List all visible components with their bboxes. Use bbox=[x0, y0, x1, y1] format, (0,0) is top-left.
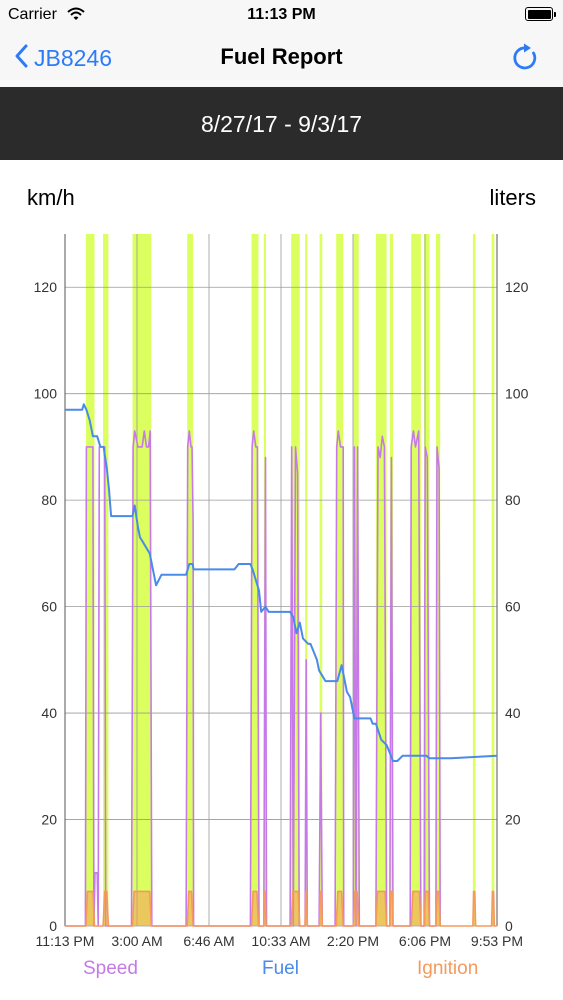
x-tick-label-4: 2:20 PM bbox=[327, 933, 379, 949]
back-label: JB8246 bbox=[34, 44, 113, 71]
tick-label-left-40: 40 bbox=[41, 705, 57, 721]
page-title: Fuel Report bbox=[220, 44, 343, 69]
tick-label-right-100: 100 bbox=[505, 386, 529, 402]
wifi-icon bbox=[66, 6, 86, 27]
tick-label-right-60: 60 bbox=[505, 599, 521, 615]
x-tick-label-3: 10:33 AM bbox=[251, 933, 310, 949]
date-range-label: 8/27/17 - 9/3/17 bbox=[200, 111, 363, 137]
fuel-chart: 0 0 20 20 40 40 60 60 80 80 100 100 120 120 11:13 PM 3:… bbox=[34, 234, 529, 949]
x-tick-label-0: 11:13 PM bbox=[36, 933, 95, 949]
tick-label-right-80: 80 bbox=[505, 492, 521, 508]
x-tick-label-6: 9:53 PM bbox=[471, 933, 523, 949]
x-tick-label-5: 6:06 PM bbox=[399, 933, 451, 949]
navigation-bar: JB8246 Fuel Report bbox=[0, 30, 563, 87]
ignition-band-15 bbox=[435, 234, 441, 926]
series-line-ignition bbox=[65, 890, 497, 927]
refresh-icon bbox=[509, 43, 541, 78]
status-time: 11:13 PM bbox=[247, 6, 316, 23]
tick-label-left-80: 80 bbox=[41, 492, 57, 508]
tick-label-left-0: 0 bbox=[49, 918, 57, 934]
ignition-band-17 bbox=[491, 234, 495, 926]
legend-speed: Speed bbox=[83, 958, 138, 979]
ignition-band-11 bbox=[375, 234, 387, 926]
ignition-band-13 bbox=[411, 234, 421, 926]
ignition-band-14 bbox=[424, 234, 430, 926]
left-axis-unit: km/h bbox=[27, 185, 75, 210]
series-line-fuel bbox=[65, 403, 498, 762]
tick-label-right-40: 40 bbox=[505, 705, 521, 721]
status-bar: Carrier 11:13 PM bbox=[0, 0, 563, 30]
carrier-label: Carrier bbox=[8, 6, 57, 23]
tick-label-right-0: 0 bbox=[505, 918, 513, 934]
tick-label-right-20: 20 bbox=[505, 812, 521, 828]
right-axis-unit: liters bbox=[489, 185, 536, 210]
x-tick-label-2: 6:46 AM bbox=[183, 933, 234, 949]
ignition-band-9 bbox=[336, 234, 344, 926]
tick-label-left-100: 100 bbox=[34, 386, 58, 402]
tick-label-left-60: 60 bbox=[41, 599, 57, 615]
ignition-band-7 bbox=[305, 234, 308, 926]
date-range-bar: 8/27/17 - 9/3/17 bbox=[0, 87, 563, 160]
chevron-left-icon bbox=[14, 44, 28, 73]
refresh-button[interactable] bbox=[509, 42, 541, 74]
ignition-band-3 bbox=[187, 234, 194, 926]
back-button[interactable]: JB8246 bbox=[14, 40, 112, 76]
tick-label-left-120: 120 bbox=[34, 279, 58, 295]
tick-label-left-20: 20 bbox=[41, 812, 57, 828]
ignition-band-0 bbox=[85, 234, 95, 926]
ignition-band-8 bbox=[319, 234, 323, 926]
legend-ignition: Ignition bbox=[417, 958, 479, 979]
legend-fuel: Fuel bbox=[262, 958, 299, 979]
x-tick-label-1: 3:00 AM bbox=[111, 933, 162, 949]
tick-label-right-120: 120 bbox=[505, 279, 529, 295]
ignition-band-16 bbox=[472, 234, 476, 926]
ignition-band-10 bbox=[353, 234, 359, 926]
battery-icon bbox=[525, 7, 556, 21]
ignition-band-2 bbox=[132, 234, 152, 926]
